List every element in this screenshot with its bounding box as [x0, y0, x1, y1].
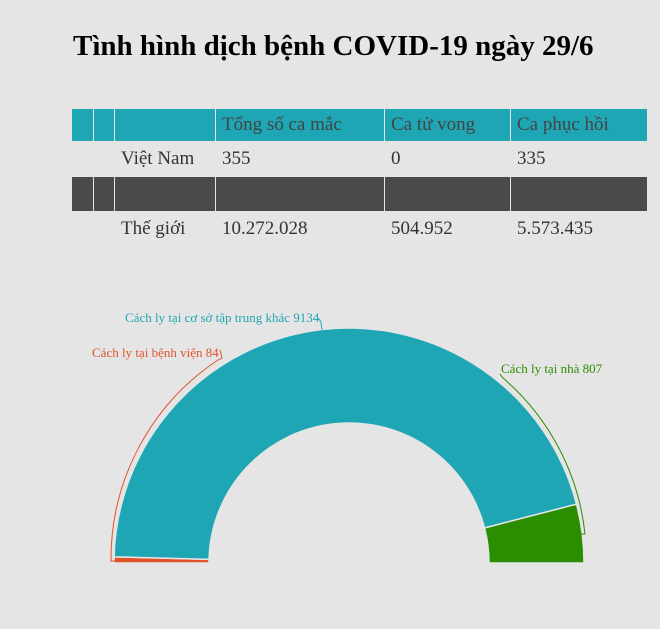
label-hospital: Cách ly tại bệnh viện 84 — [92, 345, 219, 360]
slice-centralized — [113, 327, 578, 561]
header-total-cases: Tổng số ca mắc — [216, 109, 384, 141]
table-separator-row — [72, 177, 647, 211]
covid-stats-table: Tổng số ca mắc Ca tử vong Ca phục hồi Vi… — [71, 109, 648, 246]
cases-cell: 355 — [222, 148, 251, 169]
quarantine-gauge-chart: Cách ly tại bệnh viện 84 Cách ly tại cơ … — [92, 310, 603, 564]
deaths-cell: 0 — [391, 148, 401, 169]
header-deaths: Ca tử vong — [385, 109, 510, 141]
connector-hospital — [110, 349, 223, 562]
connector-home — [499, 373, 586, 535]
connector-centralized — [317, 317, 323, 331]
header-cell — [94, 109, 114, 141]
header-recovered: Ca phục hồi — [511, 109, 647, 141]
label-home: Cách ly tại nhà 807 — [501, 361, 603, 376]
region-cell: Việt Nam — [121, 148, 195, 169]
table-row: Việt Nam 355 0 335 — [72, 142, 647, 176]
table-header-row: Tổng số ca mắc Ca tử vong Ca phục hồi — [72, 109, 647, 141]
recovered-cell: 5.573.435 — [517, 218, 593, 239]
label-centralized: Cách ly tại cơ sở tập trung khác 9134 — [125, 310, 320, 325]
slice-home — [483, 503, 585, 564]
page-title: Tình hình dịch bệnh COVID-19 ngày 29/6 — [73, 30, 594, 62]
region-cell: Thế giới — [121, 218, 186, 239]
deaths-cell: 504.952 — [391, 218, 453, 239]
recovered-cell: 335 — [517, 148, 546, 169]
header-cell — [72, 109, 93, 141]
header-cell — [115, 109, 215, 141]
cases-cell: 10.272.028 — [222, 218, 308, 239]
table-row: Thế giới 10.272.028 504.952 5.573.435 — [72, 212, 647, 246]
